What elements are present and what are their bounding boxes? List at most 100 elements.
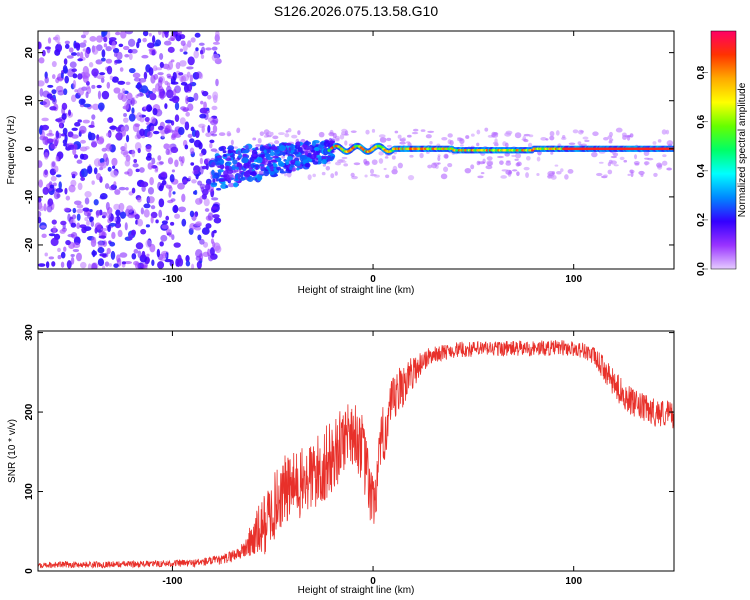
spectrogram-cell <box>486 161 493 167</box>
spectrogram-cell <box>113 52 118 58</box>
spectrogram-cell <box>136 41 140 49</box>
spectrogram-cell <box>38 197 42 203</box>
spectrogram-cell <box>48 256 55 260</box>
spectrogram-cell <box>97 90 102 100</box>
spectrogram-cell <box>170 134 177 141</box>
spectrogram-cell <box>323 140 331 147</box>
spectrogram-cell <box>140 207 144 215</box>
spectrogram-cell <box>378 134 386 138</box>
spectrogram-cell <box>278 132 285 135</box>
spectrogram-cell <box>476 129 481 135</box>
spectrogram-cell <box>596 172 603 177</box>
spectrogram-cell <box>447 133 453 138</box>
spectrogram-cell <box>511 154 517 158</box>
spectrogram-cell <box>225 185 229 189</box>
spectrogram-cell <box>178 126 185 136</box>
spectrogram-cell <box>100 161 107 169</box>
spectrogram-cell <box>187 56 195 66</box>
spectrogram-cell <box>222 150 227 154</box>
spectrogram-cell <box>307 152 312 157</box>
spectrogram-cell <box>477 175 484 179</box>
spectrogram-cell <box>150 125 155 132</box>
spectrogram-cell <box>243 171 251 178</box>
spectrogram-cell <box>652 141 657 145</box>
spectrogram-cell <box>136 112 143 122</box>
spectrogram-cell <box>42 136 49 145</box>
spectrogram-cell <box>132 72 141 79</box>
spectrogram-cell <box>51 219 57 225</box>
spectrogram-cell <box>556 171 562 175</box>
spectrogram-cell <box>72 73 78 79</box>
spectrogram-cell <box>340 160 347 163</box>
spectrogram-cell <box>111 157 118 167</box>
spectrogram-cell <box>51 74 56 80</box>
spectrogram-cell <box>207 212 214 221</box>
spectrogram-cell <box>127 38 136 47</box>
spectrogram-cell <box>104 183 110 190</box>
spectrogram-cell <box>264 152 268 156</box>
spectrogram-cell <box>284 142 292 146</box>
spectrogram-cell <box>88 132 96 141</box>
spectrogram-cell <box>252 153 257 157</box>
spectrogram-cell <box>135 84 143 88</box>
spectrogram-cell <box>374 174 380 178</box>
spectrogram-cell <box>499 160 504 165</box>
spectrogram-cell <box>52 225 57 233</box>
spectrogram-cell <box>140 263 148 268</box>
spectrogram-cell <box>392 165 398 172</box>
snr-x-label: Height of straight line (km) <box>298 585 415 596</box>
spectrogram-cell <box>321 171 326 176</box>
spectrogram-cell <box>55 43 63 53</box>
spectrogram-cell <box>76 204 84 209</box>
spectrogram-cell <box>119 252 128 258</box>
spectrogram-cell <box>344 130 349 135</box>
spectrogram-cell <box>172 71 177 81</box>
spectrogram-cell <box>98 235 107 239</box>
spectrogram-cell <box>186 83 193 92</box>
spectrogram-cell <box>140 85 149 94</box>
spectrogram-cell <box>83 39 87 44</box>
spectrogram-cell <box>96 136 105 145</box>
spectrogram-cell <box>159 92 165 100</box>
spectrogram-cell <box>608 140 613 144</box>
spectrogram-cell <box>158 209 163 218</box>
spectrogram-cell <box>384 156 389 159</box>
spectrogram-cell <box>190 37 196 43</box>
spectrogram-cell <box>147 196 155 204</box>
spectrogram-cell <box>57 254 62 260</box>
snr-panel: -100 0 100 0 100 200 300 Height of straight l… <box>7 324 675 596</box>
spectrogram-cell <box>615 127 623 133</box>
spectrogram-cell <box>217 165 223 169</box>
spectrogram-cell <box>72 248 80 253</box>
spectrogram-cell <box>143 209 150 218</box>
spectrogram-cell <box>76 52 81 57</box>
spectrogram-cell <box>84 217 89 222</box>
spectrogram-cell <box>128 53 133 60</box>
spectrogram-cell <box>124 159 131 167</box>
spectrogram-cell <box>179 48 184 52</box>
spectrogram-cell <box>179 117 186 125</box>
spectrogram-cell <box>179 60 187 67</box>
spectrogram-cell <box>97 247 105 254</box>
spectrogram-cell <box>91 103 100 111</box>
spectrogram-cell <box>318 144 323 149</box>
spectrogram-cell <box>71 68 77 73</box>
spectrogram-cell <box>61 113 67 120</box>
spectrogram-cell <box>73 154 79 159</box>
spectrogram-cell <box>514 132 522 139</box>
spectrogram-cell <box>101 211 108 217</box>
spectrogram-cell <box>64 40 70 45</box>
spectrogram-cell <box>71 134 79 139</box>
spectrogram-cell <box>200 100 204 105</box>
spectrogram-cell <box>161 129 165 139</box>
spectrogram-cell <box>187 103 194 112</box>
spectrogram-cell <box>77 119 82 123</box>
spectrogram-cell <box>84 146 90 150</box>
spectrogram-cell <box>158 76 164 83</box>
spectrogram-cell <box>220 183 228 189</box>
y-tick-label: -20 <box>24 237 35 252</box>
spectrogram-cell <box>613 164 619 167</box>
spectrogram-cell <box>500 175 507 179</box>
spectrogram-cell <box>139 128 145 137</box>
spectrogram-x-label: Height of straight line (km) <box>298 285 415 296</box>
